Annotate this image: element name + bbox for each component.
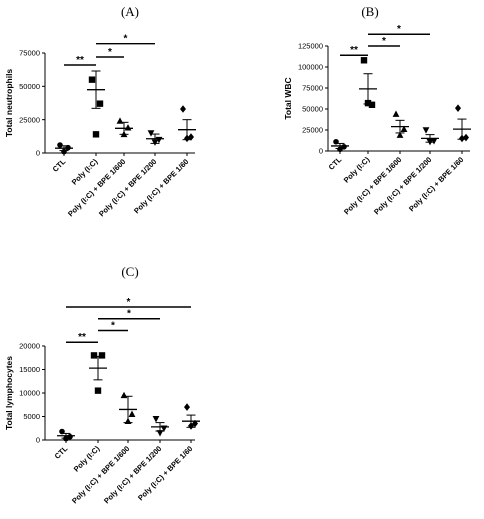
data-point [92, 131, 100, 138]
y-axis-title: Total WBC [283, 77, 293, 119]
data-point [368, 101, 376, 108]
y-tick-label: 15000 [19, 365, 40, 374]
x-category-label: Poly (I:C) + BPE 1/60 [136, 444, 194, 502]
chart-panel: (B) 0 25000 50000 75000 100000 125000 Total WBC… [283, 4, 471, 216]
data-point [124, 124, 132, 131]
y-tick-label: 25000 [302, 126, 323, 135]
y-tick-label: 100000 [298, 63, 323, 72]
y-axis-title: Total neutrophils [4, 69, 14, 138]
x-category-label: Poly (I:C) + BPE 1/60 [132, 157, 190, 215]
significance-label: * [382, 36, 386, 47]
y-tick-label: 0 [36, 149, 40, 158]
data-point [392, 110, 400, 117]
significance-label: * [127, 297, 131, 308]
data-point [116, 117, 124, 124]
y-tick-label: 125000 [298, 42, 323, 51]
y-axis-title: Total lymphocytes [4, 356, 14, 430]
y-tick-label: 25000 [19, 115, 40, 124]
significance-label: * [127, 309, 131, 320]
x-category-label: Poly (I:C) + BPE 1/600 [70, 444, 131, 505]
x-category-label: Poly (I:C) + BPE 1/600 [342, 155, 403, 216]
data-point [57, 142, 63, 148]
x-category-label: Poly (I:C) + BPE 1/200 [102, 444, 163, 505]
data-point [400, 125, 408, 132]
data-point [455, 104, 461, 112]
y-tick-label: 75000 [19, 49, 40, 58]
y-tick-label: 5000 [23, 412, 40, 421]
data-point [152, 416, 160, 423]
y-tick-label: 10000 [19, 389, 40, 398]
x-category-label: CTL [51, 157, 68, 174]
significance-label: * [124, 34, 128, 45]
significance-label: * [111, 320, 115, 331]
panel-label: (B) [361, 4, 378, 19]
data-point [96, 100, 104, 107]
data-point [156, 430, 164, 437]
panel-label: (A) [121, 4, 139, 19]
y-tick-label: 75000 [302, 84, 323, 93]
data-point [120, 391, 128, 399]
chart-panel: (C) 0 5000 10000 15000 20000 Total lymphocytes… [4, 264, 200, 505]
data-point [180, 105, 186, 113]
significance-label: * [108, 47, 112, 58]
y-tick-label: 0 [319, 147, 323, 156]
data-point [128, 410, 136, 417]
y-tick-label: 0 [36, 436, 40, 445]
data-point [184, 403, 190, 411]
significance-label: ** [350, 45, 358, 56]
y-tick-label: 20000 [19, 342, 40, 351]
data-point [396, 131, 404, 138]
y-tick-label: 50000 [19, 82, 40, 91]
x-category-label: Poly (I:C) + BPE 1/60 [407, 155, 465, 213]
x-category-label: Poly (I:C) [342, 155, 372, 185]
data-point [98, 352, 106, 359]
data-point [360, 57, 368, 64]
x-category-label: Poly (I:C) + BPE 1/200 [372, 155, 433, 216]
significance-label: ** [78, 332, 86, 343]
panel-label: (C) [121, 264, 138, 279]
data-point [422, 127, 430, 134]
x-category-label: Poly (I:C) + BPE 1/600 [66, 157, 127, 218]
data-point [337, 146, 343, 153]
data-point [94, 387, 102, 394]
y-tick-label: 50000 [302, 105, 323, 114]
data-point [147, 130, 155, 137]
x-category-label: CTL [327, 155, 344, 172]
x-category-label: Poly (I:C) [72, 444, 102, 474]
significance-label: * [397, 24, 401, 35]
data-point [90, 352, 98, 359]
data-point [88, 76, 96, 83]
x-category-label: Poly (I:C) + BPE 1/200 [97, 157, 158, 218]
x-category-label: CTL [53, 444, 70, 461]
significance-label: ** [76, 55, 84, 66]
